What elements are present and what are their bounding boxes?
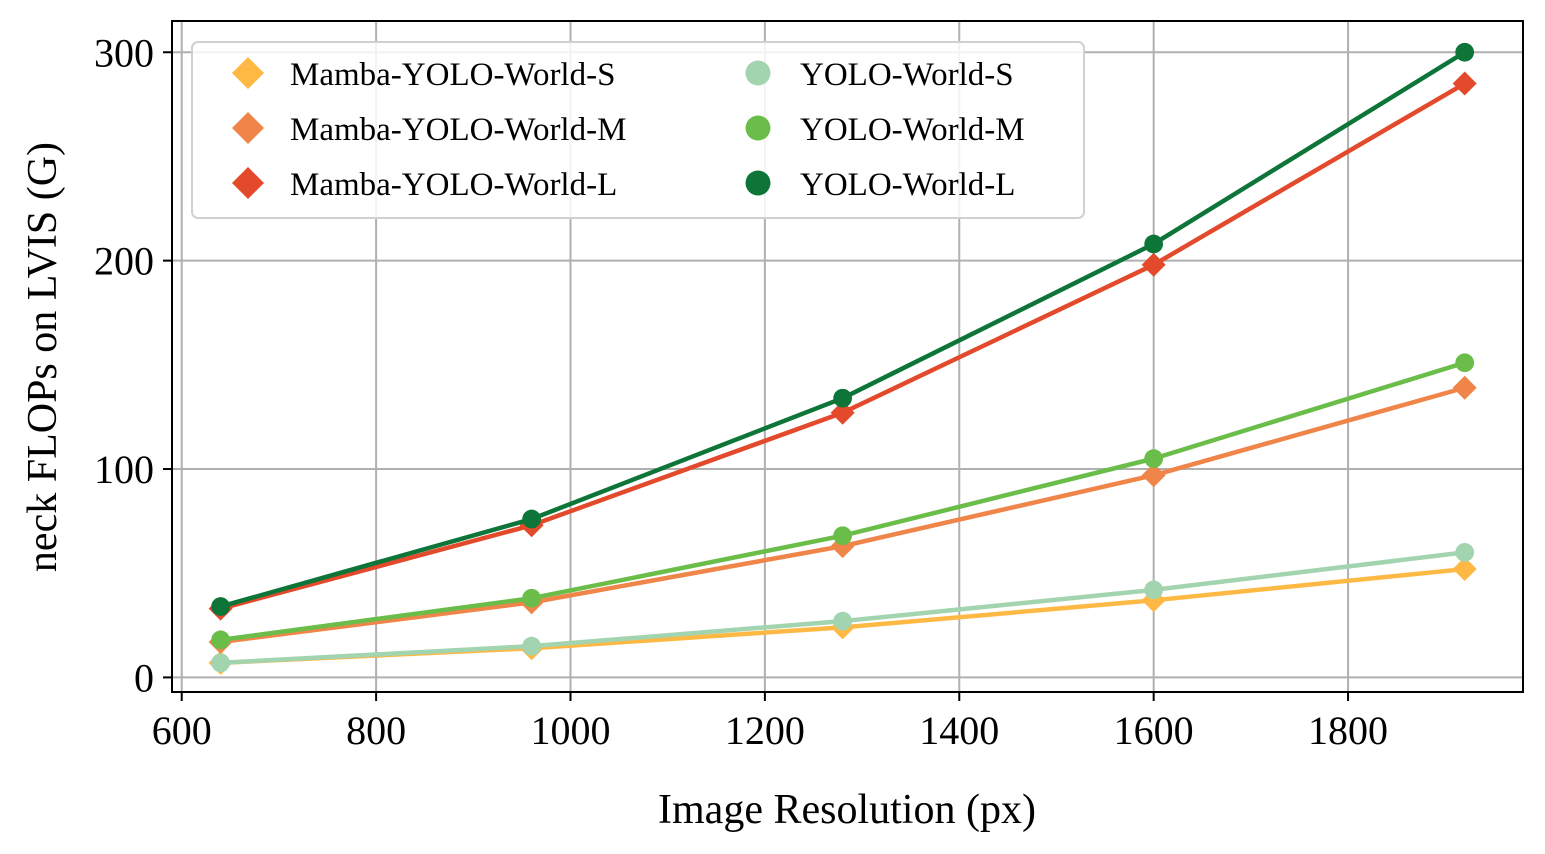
data-point xyxy=(1144,580,1164,600)
legend-marker xyxy=(745,170,771,196)
legend: Mamba-YOLO-World-S Mamba-YOLO-World-M Mamb… xyxy=(191,41,1085,219)
x-tick-label: 1000 xyxy=(530,708,610,753)
x-tick-label: 800 xyxy=(346,708,406,753)
y-tick-label: 300 xyxy=(94,30,154,75)
x-tick-label: 1800 xyxy=(1308,708,1388,753)
data-point xyxy=(211,630,230,650)
data-point xyxy=(1455,353,1475,373)
y-tick-label: 100 xyxy=(94,447,154,492)
legend-marker xyxy=(232,167,264,199)
series-yolo-world-l xyxy=(211,42,1475,616)
data-point xyxy=(830,400,855,425)
legend-label: YOLO-World-L xyxy=(800,167,1015,203)
data-point xyxy=(833,526,853,546)
axis-ticks: 600 800 1000 1200 1400 1600 1800 0 100 200 300 xyxy=(94,30,1388,753)
y-tick-label: 0 xyxy=(134,655,154,700)
legend-label: Mamba-YOLO-World-M xyxy=(290,112,626,148)
y-axis-label: neck FLOPs on LVIS (G) xyxy=(20,142,66,572)
legend-item: Mamba-YOLO-World-L xyxy=(232,167,617,203)
legend-marker xyxy=(745,60,771,86)
data-point xyxy=(211,653,230,673)
data-point xyxy=(1452,557,1477,582)
data-point xyxy=(1452,375,1477,400)
x-axis-label: Image Resolution (px) xyxy=(658,787,1036,833)
series-line xyxy=(220,550,1465,666)
series-group xyxy=(208,42,1477,675)
x-tick-label: 600 xyxy=(152,708,212,753)
data-point xyxy=(1455,42,1475,62)
data-point xyxy=(1141,252,1166,277)
legend-marker xyxy=(745,115,771,141)
series-yolo-world-m xyxy=(211,353,1475,650)
data-point xyxy=(1452,71,1477,96)
data-point xyxy=(1144,234,1164,254)
legend-item: Mamba-YOLO-World-M xyxy=(232,112,626,148)
data-point xyxy=(522,636,541,656)
data-point xyxy=(833,388,853,408)
data-point xyxy=(1455,543,1475,562)
legend-item: Mamba-YOLO-World-S xyxy=(232,57,615,93)
plot-frame xyxy=(171,20,1524,693)
legend-label: YOLO-World-S xyxy=(800,57,1014,93)
x-tick-label: 1400 xyxy=(919,708,999,753)
series-line xyxy=(220,385,1466,645)
data-point xyxy=(522,588,541,608)
data-point xyxy=(211,597,230,616)
x-tick-label: 1600 xyxy=(1114,708,1194,753)
data-point xyxy=(833,611,853,631)
legend-marker xyxy=(232,57,264,89)
legend-marker xyxy=(232,112,264,144)
data-point xyxy=(1144,449,1164,468)
data-point xyxy=(1141,463,1166,488)
legend-box xyxy=(191,41,1085,219)
x-tick-label: 1200 xyxy=(725,708,805,753)
legend-item: YOLO-World-L xyxy=(745,167,1015,203)
legend-item: YOLO-World-S xyxy=(745,57,1014,93)
legend-label: YOLO-World-M xyxy=(800,112,1025,148)
y-tick-label: 200 xyxy=(94,239,154,284)
data-point xyxy=(522,509,541,529)
legend-item: YOLO-World-M xyxy=(745,112,1025,148)
legend-label: Mamba-YOLO-World-L xyxy=(290,167,617,203)
series-yolo-world-s xyxy=(211,543,1475,673)
legend-label: Mamba-YOLO-World-S xyxy=(290,57,615,93)
